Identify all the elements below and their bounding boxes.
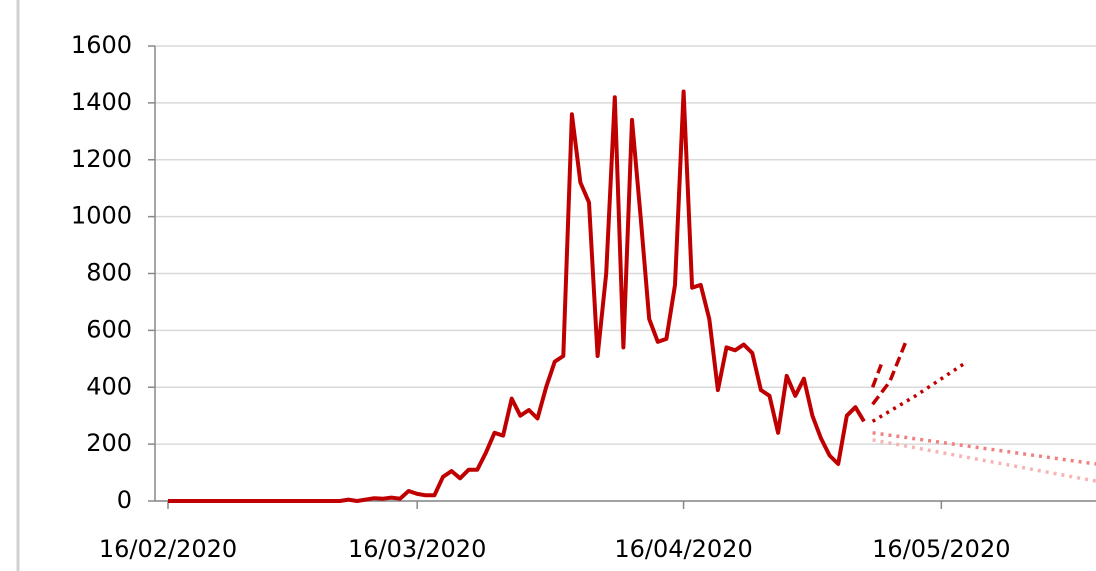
data-line (871, 360, 969, 423)
y-tick-label: 1000 (71, 202, 132, 230)
y-tick-label: 400 (86, 372, 132, 400)
data-line (872, 438, 1096, 483)
x-tick-label: 16/05/2020 (872, 535, 1010, 563)
y-tick-label: 600 (86, 315, 132, 343)
y-tick-label: 1400 (71, 88, 132, 116)
data-line (168, 89, 866, 503)
y-tick-label: 0 (117, 486, 132, 514)
y-tick-label: 1200 (71, 145, 132, 173)
data-line (871, 338, 909, 406)
y-tick-label: 800 (86, 259, 132, 287)
x-tick-label: 16/03/2020 (348, 535, 486, 563)
y-tick-label: 200 (86, 429, 132, 457)
y-tick-label: 1600 (71, 31, 132, 59)
x-tick-label: 16/04/2020 (614, 535, 752, 563)
data-line (872, 431, 1096, 466)
data-line (870, 363, 883, 388)
x-tick-label: 16/02/2020 (99, 535, 237, 563)
